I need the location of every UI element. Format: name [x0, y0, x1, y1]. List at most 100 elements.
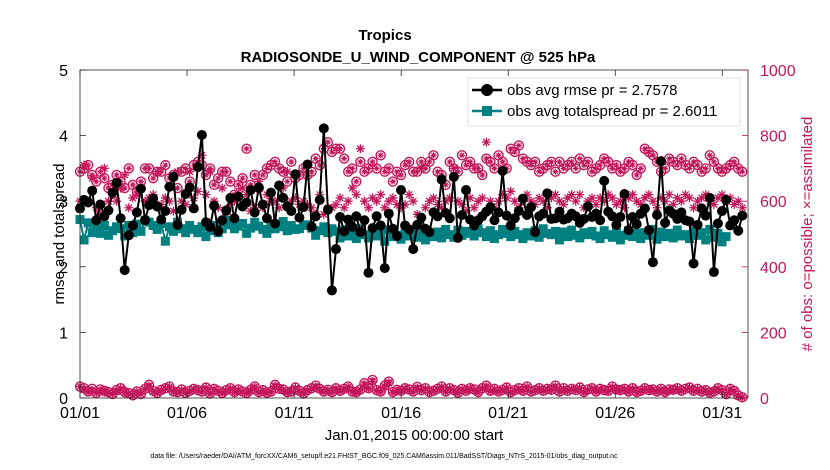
obs-assimilated-marker: [420, 203, 430, 213]
obs-possible-marker-spokes: [495, 152, 502, 159]
rmse-marker: [355, 227, 366, 238]
obs-assimilated-marker: [701, 190, 711, 200]
obs-assimilated-marker: [132, 190, 142, 200]
rmse-marker: [205, 221, 216, 232]
obs-assimilated-marker: [270, 196, 280, 206]
obs-possible-marker: [582, 156, 594, 168]
obs-possible-marker: [529, 156, 541, 168]
obs-possible-marker-spokes: [584, 158, 591, 165]
spread-marker: [534, 232, 544, 242]
obs-assimilated-marker: [87, 173, 97, 183]
obs-possible-marker-spokes: [507, 145, 514, 152]
obs-possible-marker-spokes: [353, 178, 360, 185]
obs-assimilated-marker: [461, 206, 471, 216]
obs-possible-marker-spokes: [389, 178, 396, 185]
obs-possible-low-marker-spokes: [442, 388, 449, 395]
obs-assimilated-marker: [636, 199, 646, 209]
spread-marker: [99, 220, 109, 230]
spread-marker: [652, 234, 662, 244]
obs-possible-low-marker-spokes: [731, 387, 738, 394]
obs-assimilated-marker: [481, 137, 491, 147]
spread-marker: [433, 227, 443, 237]
y-right-tick-label: 0: [760, 391, 769, 408]
rmse-marker: [416, 212, 427, 223]
obs-possible-marker-spokes: [345, 168, 352, 175]
obs-possible-marker-spokes: [186, 178, 193, 185]
spread-marker: [238, 219, 248, 229]
obs-assimilated-marker: [680, 190, 690, 200]
obs-possible-marker: [428, 150, 439, 161]
rmse-marker: [172, 219, 183, 230]
obs-possible-marker-spokes: [320, 145, 327, 152]
obs-possible-marker-spokes: [674, 162, 681, 169]
rmse-marker: [489, 215, 500, 226]
obs-possible-low-marker-spokes: [129, 392, 136, 399]
rmse-marker: [213, 226, 224, 237]
obs-assimilated-marker: [124, 203, 134, 213]
obs-possible-marker: [314, 159, 325, 171]
obs-assimilated-marker: [359, 196, 369, 206]
spread-marker: [347, 227, 357, 237]
obs-assimilated-marker: [502, 193, 512, 203]
obs-assimilated-marker: [160, 193, 170, 203]
obs-assimilated-marker: [685, 193, 695, 203]
rmse-marker: [278, 192, 289, 203]
rmse-marker: [639, 203, 650, 214]
spread-marker: [441, 224, 451, 234]
obs-possible-marker-ring: [403, 156, 415, 168]
obs-possible-marker-spokes: [714, 165, 721, 172]
obs-possible-marker-spokes: [536, 168, 543, 175]
obs-possible-marker: [737, 166, 748, 177]
spread-marker: [563, 232, 573, 242]
obs-possible-marker-spokes: [609, 165, 616, 172]
rmse-marker: [115, 213, 126, 224]
rmse-marker: [192, 162, 203, 173]
obs-assimilated-marker: [424, 196, 434, 206]
rmse-marker: [729, 215, 740, 226]
legend-box: [467, 77, 741, 127]
obs-possible-marker-spokes: [560, 165, 567, 172]
spread-marker: [701, 235, 711, 245]
obs-assimilated-marker: [392, 199, 402, 209]
obs-possible-low-marker-spokes: [629, 385, 636, 392]
spread-marker: [469, 231, 479, 241]
obs-assimilated-marker: [506, 186, 516, 196]
obs-possible-low-marker-spokes: [548, 386, 555, 393]
spread-marker: [705, 224, 715, 234]
rmse-marker: [306, 221, 317, 232]
spread-marker: [311, 230, 321, 240]
obs-assimilated-marker: [368, 193, 378, 203]
obs-possible-low-marker-spokes: [625, 388, 632, 395]
obs-possible-marker-spokes: [454, 168, 461, 175]
obs-possible-marker-ring: [338, 153, 350, 164]
obs-possible-marker-ring: [286, 156, 297, 168]
obs-possible-marker-spokes: [686, 165, 693, 172]
obs-possible-marker-spokes: [637, 165, 644, 172]
obs-assimilated-marker: [697, 193, 707, 203]
obs-possible-low-marker-spokes: [345, 383, 352, 390]
obs-possible-marker-spokes: [487, 158, 494, 165]
obs-assimilated-marker: [91, 203, 101, 213]
obs-possible-marker-spokes: [263, 165, 270, 172]
obs-possible-marker-spokes: [568, 158, 575, 165]
obs-assimilated-marker: [538, 196, 548, 206]
y-right-tick-label: 400: [760, 260, 787, 277]
rmse-marker: [692, 219, 703, 230]
obs-possible-low-marker-spokes: [552, 382, 559, 389]
obs-possible-low-marker-spokes: [576, 384, 583, 391]
obs-possible-marker-spokes: [316, 162, 323, 169]
rmse-marker: [501, 210, 512, 221]
obs-possible-marker-ring: [221, 166, 232, 177]
obs-possible-low-marker-spokes: [523, 383, 530, 390]
obs-possible-low-marker-spokes: [81, 385, 88, 392]
obs-possible-marker-spokes: [479, 171, 486, 178]
rmse-marker: [615, 211, 626, 222]
spread-marker: [181, 228, 191, 238]
rmse-marker: [367, 223, 378, 234]
obs-possible-marker-spokes: [483, 155, 490, 162]
rmse-marker: [485, 202, 496, 213]
obs-possible-marker-spokes: [85, 162, 92, 169]
obs-assimilated-marker: [339, 203, 349, 213]
obs-possible-marker-spokes: [540, 165, 547, 172]
rmse-marker: [318, 123, 329, 134]
